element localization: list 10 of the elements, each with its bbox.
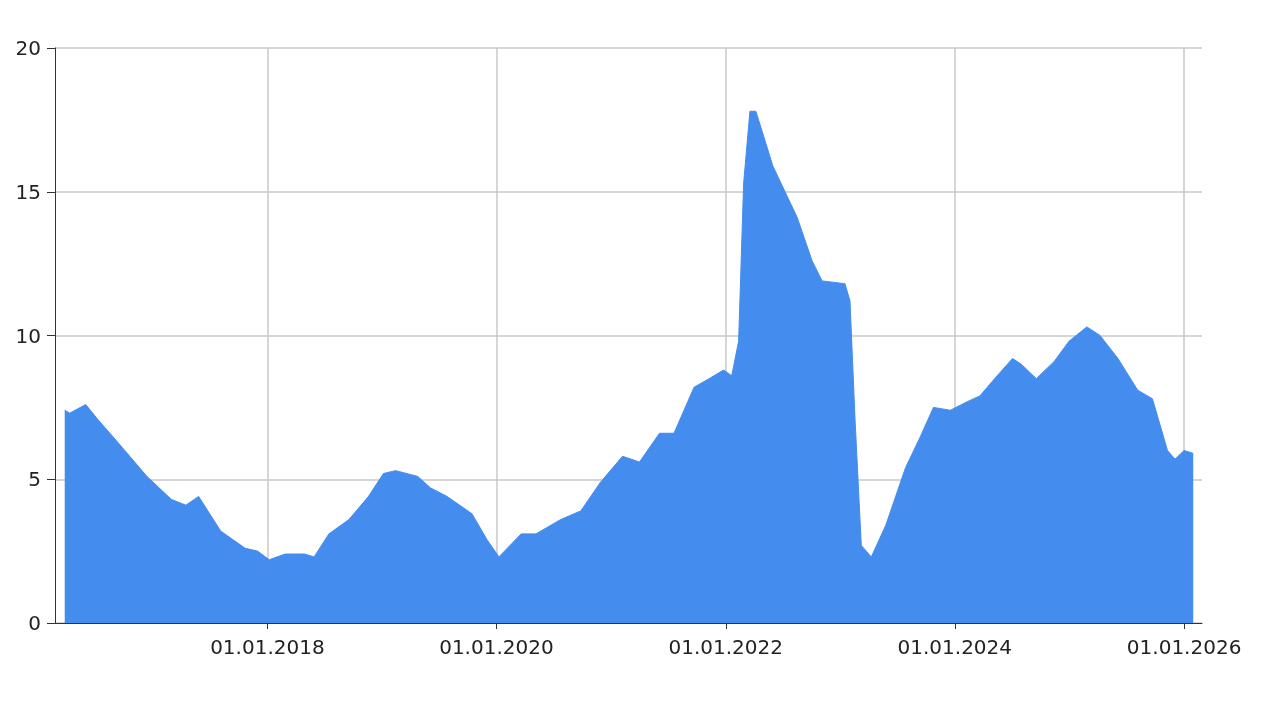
x-tick-label: 01.01.2022 [668,635,784,659]
y-tick-label: 15 [15,179,41,204]
y-tick-label: 20 [15,36,41,60]
x-tick-label: 01.01.2024 [897,635,1013,659]
y-tick-label: 0 [28,611,41,635]
x-tick-label: 01.01.2020 [439,635,554,659]
y-tick-label: 5 [28,467,41,492]
x-tick-label: 01.01.2026 [1126,635,1242,659]
x-tick-label: 01.01.2018 [210,635,325,659]
y-tick-label: 10 [15,323,41,348]
